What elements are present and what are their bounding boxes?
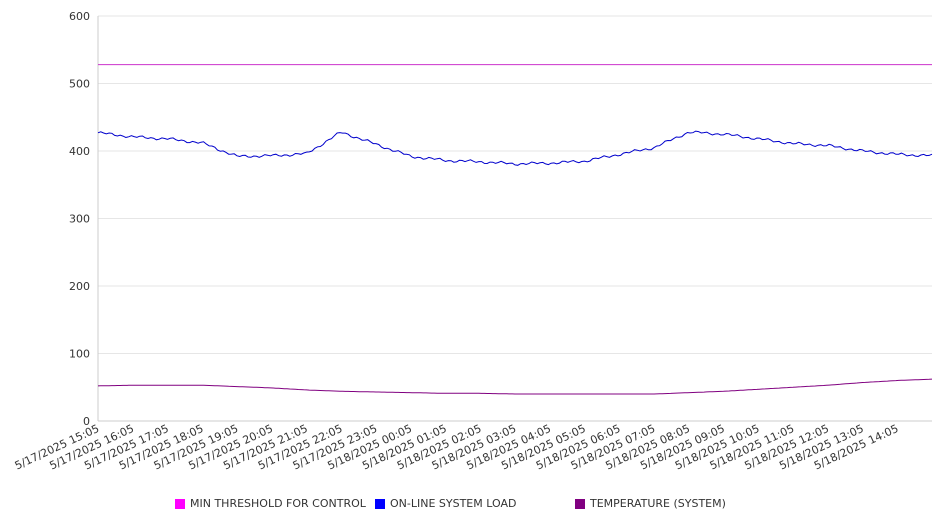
legend-swatch-temperature — [575, 498, 585, 509]
legend-label-min-threshold: MIN THRESHOLD FOR CONTROL — [190, 497, 366, 510]
axes — [97, 16, 932, 422]
series-lines — [97, 64, 933, 395]
legend-item-temperature: TEMPERATURE (SYSTEM) — [575, 497, 726, 510]
x-axis-ticks: 5/17/2025 15:055/17/2025 16:055/17/2025 … — [13, 422, 901, 472]
y-tick-label: 500 — [69, 78, 90, 91]
legend-item-min-threshold: MIN THRESHOLD FOR CONTROL — [175, 497, 366, 510]
series-line — [97, 378, 933, 395]
y-tick-label: 200 — [69, 280, 90, 293]
grid-lines — [98, 15, 932, 354]
legend-swatch-system-load — [375, 498, 385, 509]
legend-label-temperature: TEMPERATURE (SYSTEM) — [590, 497, 726, 510]
y-tick-label: 0 — [83, 415, 90, 428]
legend-item-system-load: ON-LINE SYSTEM LOAD — [375, 497, 516, 510]
y-axis-ticks: 0 100 200 300 400 500 600 — [69, 10, 90, 428]
y-tick-label: 300 — [69, 213, 90, 226]
y-tick-label: 600 — [69, 10, 90, 23]
series-line — [97, 130, 933, 166]
legend-label-system-load: ON-LINE SYSTEM LOAD — [390, 497, 517, 510]
legend-swatch-min-threshold — [175, 498, 185, 509]
y-tick-label: 100 — [69, 348, 90, 361]
legend: MIN THRESHOLD FOR CONTROL ON-LINE SYSTEM… — [175, 497, 795, 513]
y-tick-label: 400 — [69, 145, 90, 158]
